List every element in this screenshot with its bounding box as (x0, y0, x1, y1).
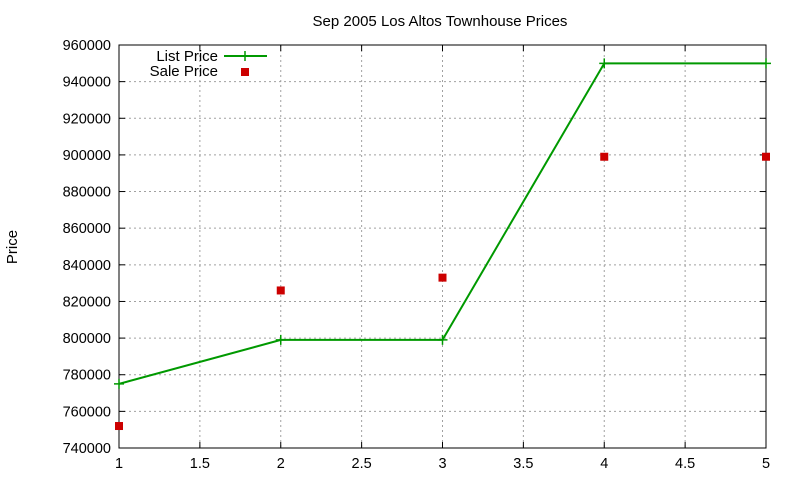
x-tick-label: 4 (600, 456, 608, 472)
x-tick-label: 2.5 (352, 456, 372, 472)
x-tick-label: 2 (277, 456, 285, 472)
legend-marker-sale-price (241, 68, 249, 76)
sale-price-point (600, 152, 609, 161)
sale-price-point (438, 273, 447, 282)
x-tick-label: 3.5 (513, 456, 533, 472)
series (114, 58, 771, 431)
x-tick-label: 4.5 (675, 456, 695, 472)
sale-price-point (276, 286, 285, 295)
sale-price-point (762, 152, 770, 161)
grid (119, 45, 766, 448)
legend-label-sale-price: Sale Price (150, 63, 218, 80)
sale-price-point (115, 422, 123, 431)
legend-marker-list-price (240, 51, 250, 61)
x-tick-label: 1.5 (190, 456, 210, 472)
series-0 (114, 58, 771, 389)
list-price-point (599, 58, 610, 69)
y-tick-label: 800000 (63, 331, 111, 347)
y-tick-label: 780000 (63, 368, 111, 384)
legend: List Price Sale Price (150, 48, 267, 80)
legend-swatch-sale-price (241, 68, 249, 76)
y-tick-label: 940000 (63, 75, 111, 91)
x-tick-label: 3 (438, 456, 446, 472)
y-tick-label: 860000 (63, 221, 111, 237)
y-tick-label: 920000 (63, 111, 111, 127)
y-tick-label: 820000 (63, 294, 111, 310)
y-tick-label: 740000 (63, 441, 111, 457)
legend-label-list-price: List Price (156, 48, 218, 65)
axis-ticks: 1 1.5 2 2.5 3 3.5 4 4.5 5 740000 760000 780000 80000… (63, 38, 770, 472)
y-tick-label: 840000 (63, 258, 111, 274)
chart-title: Sep 2005 Los Altos Townhouse Prices (313, 13, 568, 30)
y-tick-label: 880000 (63, 185, 111, 201)
y-tick-label: 900000 (63, 148, 111, 164)
list-price-point (761, 58, 771, 69)
x-tick-label: 5 (762, 456, 770, 472)
y-tick-label: 760000 (63, 404, 111, 420)
legend-swatch-list-price (224, 51, 267, 61)
list-price-point (275, 334, 286, 345)
series-1 (115, 152, 770, 431)
y-axis-label: Price (4, 230, 21, 264)
list-price-point (114, 378, 124, 389)
y-tick-label: 960000 (63, 38, 111, 54)
x-tick-label: 1 (115, 456, 123, 472)
list-price-point (437, 334, 448, 345)
